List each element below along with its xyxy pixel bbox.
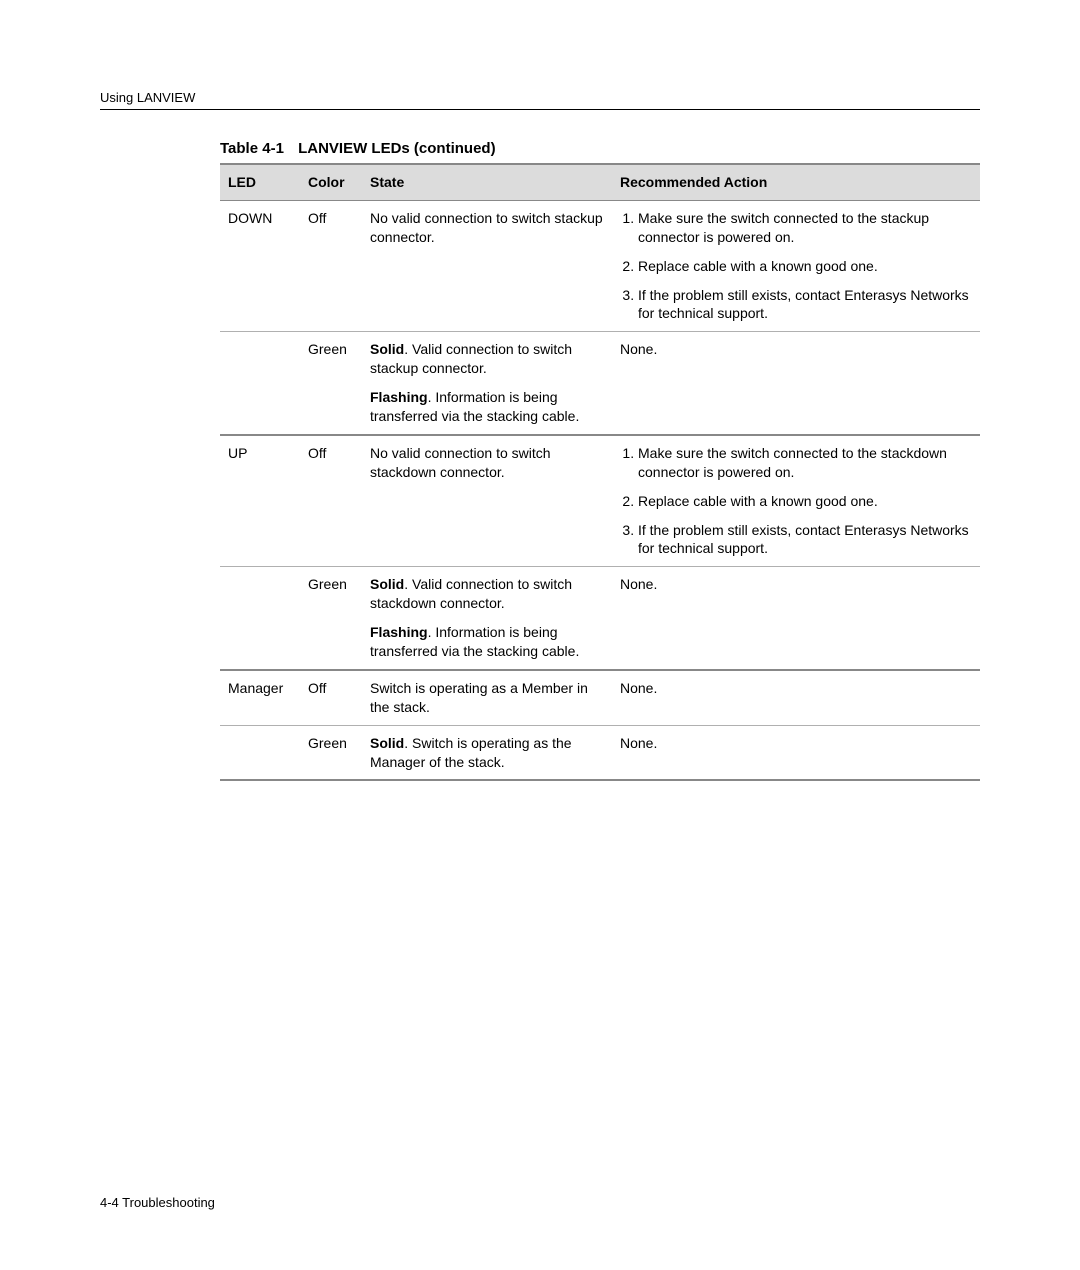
cell-action: Make sure the switch connected to the st… bbox=[612, 435, 980, 567]
cell-led bbox=[220, 567, 300, 670]
cell-led bbox=[220, 332, 300, 435]
action-list: Make sure the switch connected to the st… bbox=[620, 209, 972, 323]
table-row: DOWN Off No valid connection to switch s… bbox=[220, 200, 980, 331]
action-item: Replace cable with a known good one. bbox=[638, 257, 972, 276]
col-header-color: Color bbox=[300, 164, 362, 200]
cell-state: Solid. Valid connection to switch stackd… bbox=[362, 567, 612, 670]
cell-state: Switch is operating as a Member in the s… bbox=[362, 670, 612, 725]
caption-number: Table 4-1 bbox=[220, 140, 284, 157]
table-row: Green Solid. Valid connection to switch … bbox=[220, 332, 980, 435]
cell-action: Make sure the switch connected to the st… bbox=[612, 200, 980, 331]
cell-led: Manager bbox=[220, 670, 300, 725]
cell-color: Off bbox=[300, 670, 362, 725]
cell-color: Green bbox=[300, 332, 362, 435]
cell-action: None. bbox=[612, 567, 980, 670]
action-item: If the problem still exists, contact Ent… bbox=[638, 286, 972, 324]
page-footer: 4-4 Troubleshooting bbox=[100, 1195, 215, 1210]
table-row: Green Solid. Valid connection to switch … bbox=[220, 567, 980, 670]
cell-state: Solid. Valid connection to switch stacku… bbox=[362, 332, 612, 435]
cell-state: No valid connection to switch stackup co… bbox=[362, 200, 612, 331]
page-header: Using LANVIEW bbox=[100, 90, 980, 110]
cell-led: UP bbox=[220, 435, 300, 567]
col-header-state: State bbox=[362, 164, 612, 200]
table-row: Manager Off Switch is operating as a Mem… bbox=[220, 670, 980, 725]
cell-state: Solid. Switch is operating as the Manage… bbox=[362, 725, 612, 780]
action-item: If the problem still exists, contact Ent… bbox=[638, 521, 972, 559]
cell-color: Green bbox=[300, 725, 362, 780]
cell-led bbox=[220, 725, 300, 780]
action-item: Replace cable with a known good one. bbox=[638, 492, 972, 511]
cell-color: Off bbox=[300, 200, 362, 331]
cell-state: No valid connection to switch stackdown … bbox=[362, 435, 612, 567]
caption-text: LANVIEW LEDs (continued) bbox=[298, 140, 496, 157]
cell-color: Off bbox=[300, 435, 362, 567]
state-bold: Solid bbox=[370, 576, 404, 592]
col-header-action: Recommended Action bbox=[612, 164, 980, 200]
content-area: Table 4-1 LANVIEW LEDs (continued) LED C… bbox=[220, 140, 980, 781]
table-caption: Table 4-1 LANVIEW LEDs (continued) bbox=[220, 140, 980, 157]
col-header-led: LED bbox=[220, 164, 300, 200]
table-row: UP Off No valid connection to switch sta… bbox=[220, 435, 980, 567]
cell-color: Green bbox=[300, 567, 362, 670]
cell-led: DOWN bbox=[220, 200, 300, 331]
action-item: Make sure the switch connected to the st… bbox=[638, 444, 972, 482]
state-bold: Solid bbox=[370, 735, 404, 751]
cell-action: None. bbox=[612, 332, 980, 435]
page: Using LANVIEW Table 4-1 LANVIEW LEDs (co… bbox=[0, 0, 1080, 1270]
action-list: Make sure the switch connected to the st… bbox=[620, 444, 972, 558]
table-row: Green Solid. Switch is operating as the … bbox=[220, 725, 980, 780]
action-item: Make sure the switch connected to the st… bbox=[638, 209, 972, 247]
state-bold: Flashing bbox=[370, 624, 428, 640]
cell-action: None. bbox=[612, 670, 980, 725]
cell-action: None. bbox=[612, 725, 980, 780]
lanview-table: LED Color State Recommended Action DOWN … bbox=[220, 163, 980, 781]
state-bold: Solid bbox=[370, 341, 404, 357]
table-header-row: LED Color State Recommended Action bbox=[220, 164, 980, 200]
state-bold: Flashing bbox=[370, 389, 428, 405]
